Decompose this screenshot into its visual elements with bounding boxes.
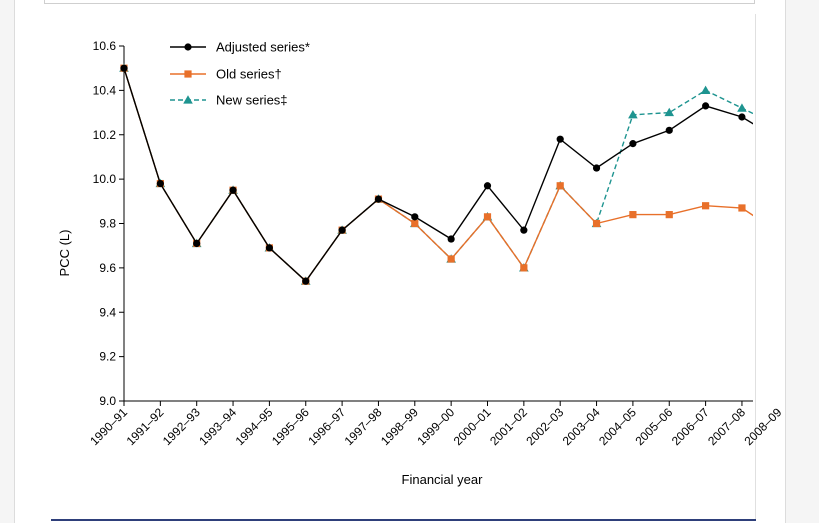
data-point-circle — [265, 244, 273, 252]
data-point-circle — [338, 226, 346, 234]
x-tick-label: 2005–06 — [632, 405, 675, 448]
x-tick-label: 1991–92 — [124, 405, 167, 448]
x-tick-label: 2003–04 — [560, 405, 603, 448]
data-point-triangle — [700, 85, 711, 94]
x-tick-label: 1999–00 — [414, 405, 457, 448]
x-tick-label: 2002–03 — [523, 405, 566, 448]
data-point-circle — [556, 135, 564, 143]
legend-label: New series‡ — [216, 93, 288, 108]
data-point-circle — [665, 126, 673, 134]
bottom-rule — [51, 519, 756, 521]
data-point-square — [665, 211, 673, 219]
data-point-square — [520, 264, 528, 272]
top-box-border — [44, 0, 755, 4]
x-axis-title: Financial year — [402, 472, 484, 487]
figure-panel — [44, 14, 756, 520]
data-point-circle — [411, 213, 419, 221]
data-point-circle — [156, 179, 164, 188]
data-point-circle — [592, 164, 601, 172]
x-tick-label: 2004–05 — [596, 405, 639, 448]
x-tick-label: 2007–08 — [705, 405, 748, 448]
data-point-square — [483, 213, 492, 221]
x-tick-label: 1998–99 — [378, 405, 421, 448]
data-point-square — [592, 219, 601, 228]
data-point-circle — [775, 136, 782, 143]
data-point-triangle — [628, 109, 638, 119]
x-tick-label: 1995–96 — [269, 405, 312, 448]
y-tick-label: 9.6 — [99, 261, 116, 275]
data-point-circle — [520, 226, 528, 234]
x-tick-label: 2008–09 — [741, 405, 784, 448]
data-point-circle — [193, 239, 201, 248]
data-point-circle — [120, 64, 128, 72]
data-point-circle — [302, 277, 310, 285]
x-tick-labels: 1990–911991–921992–931993–941994–951995–… — [87, 405, 784, 448]
data-point-triangle — [664, 107, 675, 117]
data-point-circle — [229, 186, 237, 194]
y-tick-label: 9.4 — [99, 305, 116, 319]
x-tick-label: 2006–07 — [669, 405, 712, 448]
x-tick-label: 2000–01 — [451, 405, 494, 448]
series-layer — [119, 63, 784, 285]
data-point-circle — [738, 113, 746, 121]
y-tick-label: 9.0 — [99, 394, 116, 408]
legend: Adjusted series* Old series† New series‡ — [170, 40, 310, 108]
data-point-triangle — [774, 121, 784, 129]
y-tick-label: 9.8 — [99, 217, 116, 231]
data-point-circle — [374, 195, 383, 203]
data-point-square — [629, 211, 637, 219]
axes: 9.0 9.2 9.4 9.6 9.8 10.0 10.2 10.4 10.6 — [93, 39, 753, 408]
y-tick-label: 10.6 — [93, 39, 117, 53]
x-tick-label: 1994–95 — [233, 405, 276, 448]
y-tick-label: 10.2 — [93, 128, 117, 142]
x-tick-label: 1996–97 — [305, 405, 348, 448]
data-point-triangle — [737, 103, 747, 112]
x-tick-label: 1992–93 — [160, 405, 203, 448]
legend-marker-square — [184, 70, 192, 78]
data-point-square — [738, 204, 746, 212]
data-point-square — [447, 255, 455, 263]
legend-label: Adjusted series* — [216, 40, 310, 55]
y-tick-label: 9.2 — [99, 350, 116, 364]
x-tick-label: 1990–91 — [87, 405, 130, 448]
data-point-circle — [629, 140, 637, 148]
data-point-circle — [483, 182, 492, 190]
x-tick-label: 2001–02 — [487, 405, 530, 448]
legend-marker-triangle — [183, 95, 193, 104]
y-tick-label: 10.4 — [93, 83, 117, 97]
y-tick-label: 10.0 — [93, 172, 117, 186]
data-point-square — [702, 202, 710, 210]
data-point-square — [556, 182, 564, 190]
data-point-circle — [447, 235, 455, 243]
legend-marker-circle — [184, 43, 192, 51]
legend-label: Old series† — [216, 67, 282, 82]
data-point-square — [775, 229, 782, 236]
data-point-square — [411, 219, 419, 228]
y-axis-title: PCC (L) — [57, 230, 72, 277]
x-tick-label: 1993–94 — [196, 405, 239, 448]
data-point-circle — [702, 102, 710, 110]
x-tick-label: 1997–98 — [342, 405, 385, 448]
